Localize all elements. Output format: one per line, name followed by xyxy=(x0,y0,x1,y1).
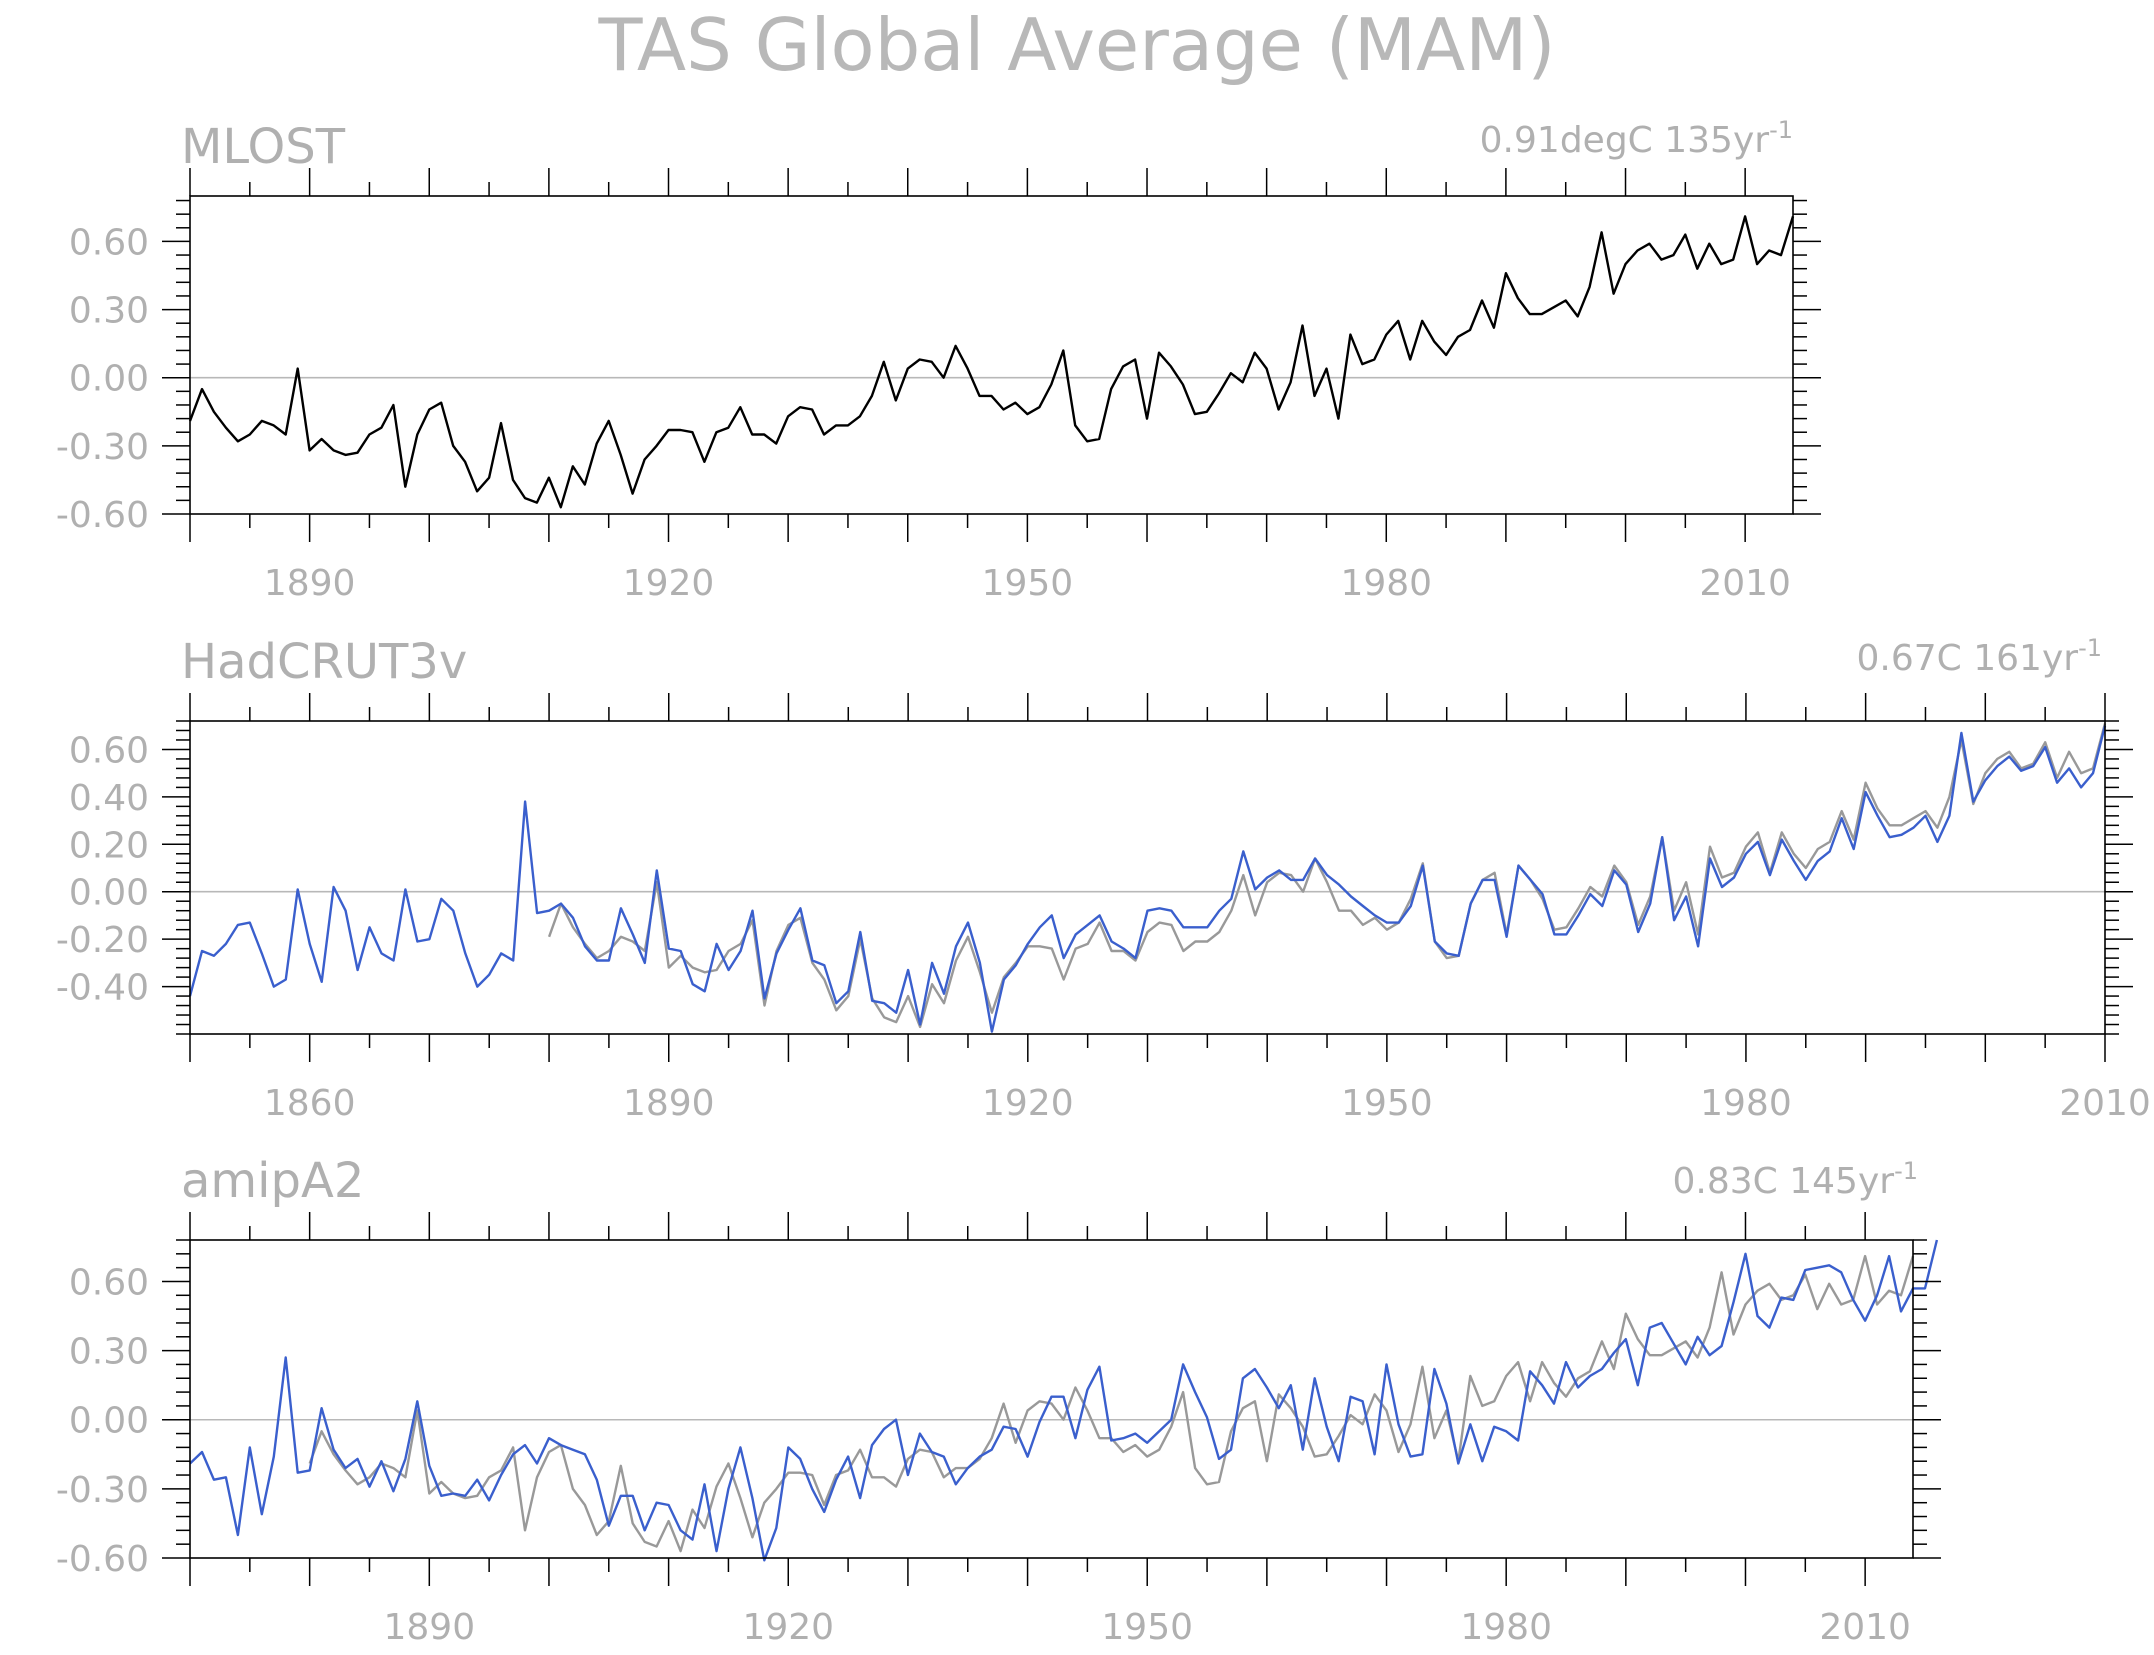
x-tick-label: 1950 xyxy=(982,563,1074,604)
x-tick-label: 1950 xyxy=(1341,1083,1433,1124)
y-tick-label: 0.00 xyxy=(69,873,149,914)
x-tick-label: 2010 xyxy=(2059,1083,2151,1124)
x-tick-label: 1950 xyxy=(1101,1607,1193,1648)
trend-exponent: -1 xyxy=(2078,634,2102,662)
series-line-1 xyxy=(188,725,2107,1033)
panel-title: HadCRUT3v xyxy=(181,634,467,690)
series-line-1 xyxy=(189,1239,1939,1562)
figure-title: TAS Global Average (MAM) xyxy=(597,3,1555,87)
trend-label: 0.67C 161yr-1 xyxy=(1857,634,2103,679)
trend-exponent: -1 xyxy=(1769,116,1793,144)
x-tick-label: 1890 xyxy=(383,1607,475,1648)
y-tick-label: 0.00 xyxy=(69,359,149,400)
y-tick-label: -0.60 xyxy=(56,495,149,536)
series-line-0 xyxy=(308,1254,1915,1553)
panel-hadcrut3v: HadCRUT3v 0.67C 161yr-1 1860 1890 1920 1950… xyxy=(56,634,2151,1124)
y-tick-label: -0.30 xyxy=(56,1470,149,1511)
plot-area: 1890 1920 1950 1980 2010 -0.60 -0.30 0.00 0.30 0.… xyxy=(56,1212,1941,1648)
plot-area: 1860 1890 1920 1950 1980 2010 -0.40 -0.20 0.00 0.… xyxy=(56,693,2151,1124)
panel-title: amipA2 xyxy=(181,1153,364,1209)
trend-exponent: -1 xyxy=(1894,1157,1918,1185)
x-tick-label: 2010 xyxy=(1699,563,1791,604)
y-tick-label: -0.60 xyxy=(56,1539,149,1580)
x-tick-label: 1920 xyxy=(982,1083,1074,1124)
panel-amipa2: amipA2 0.83C 145yr-1 1890 1920 1950 1980 201… xyxy=(56,1153,1941,1648)
y-tick-label: 0.60 xyxy=(69,222,149,263)
y-tick-label: 0.40 xyxy=(69,778,149,819)
y-tick-label: -0.20 xyxy=(56,920,149,961)
x-tick-label: 2010 xyxy=(1819,1607,1911,1648)
y-tick-label: 0.60 xyxy=(69,1262,149,1303)
x-tick-label: 1890 xyxy=(623,1083,715,1124)
series-line-0 xyxy=(188,215,1795,509)
plot-frame xyxy=(189,1239,1914,1559)
x-tick-label: 1890 xyxy=(264,563,356,604)
plot-frame xyxy=(189,195,1794,515)
y-tick-label: 0.30 xyxy=(69,1332,149,1373)
x-tick-label: 1980 xyxy=(1340,563,1432,604)
plot-area: 1890 1920 1950 1980 2010 -0.60 -0.30 0.00 0.30 0.… xyxy=(56,168,1821,604)
panel-title: MLOST xyxy=(181,119,346,175)
panel-mlost: MLOST 0.91degC 135yr-1 1890 1920 1950 1980 2… xyxy=(56,116,1821,604)
y-tick-label: -0.40 xyxy=(56,968,149,1009)
y-tick-label: 0.60 xyxy=(69,730,149,771)
x-tick-label: 1980 xyxy=(1700,1083,1792,1124)
trend-label: 0.91degC 135yr-1 xyxy=(1480,116,1793,161)
y-tick-label: 0.30 xyxy=(69,291,149,332)
x-tick-label: 1860 xyxy=(264,1083,356,1124)
x-tick-label: 1920 xyxy=(742,1607,834,1648)
y-tick-label: 0.20 xyxy=(69,825,149,866)
y-tick-label: -0.30 xyxy=(56,427,149,468)
x-tick-label: 1920 xyxy=(623,563,715,604)
x-tick-label: 1980 xyxy=(1460,1607,1552,1648)
y-tick-label: 0.00 xyxy=(69,1401,149,1442)
trend-label: 0.83C 145yr-1 xyxy=(1673,1157,1919,1202)
